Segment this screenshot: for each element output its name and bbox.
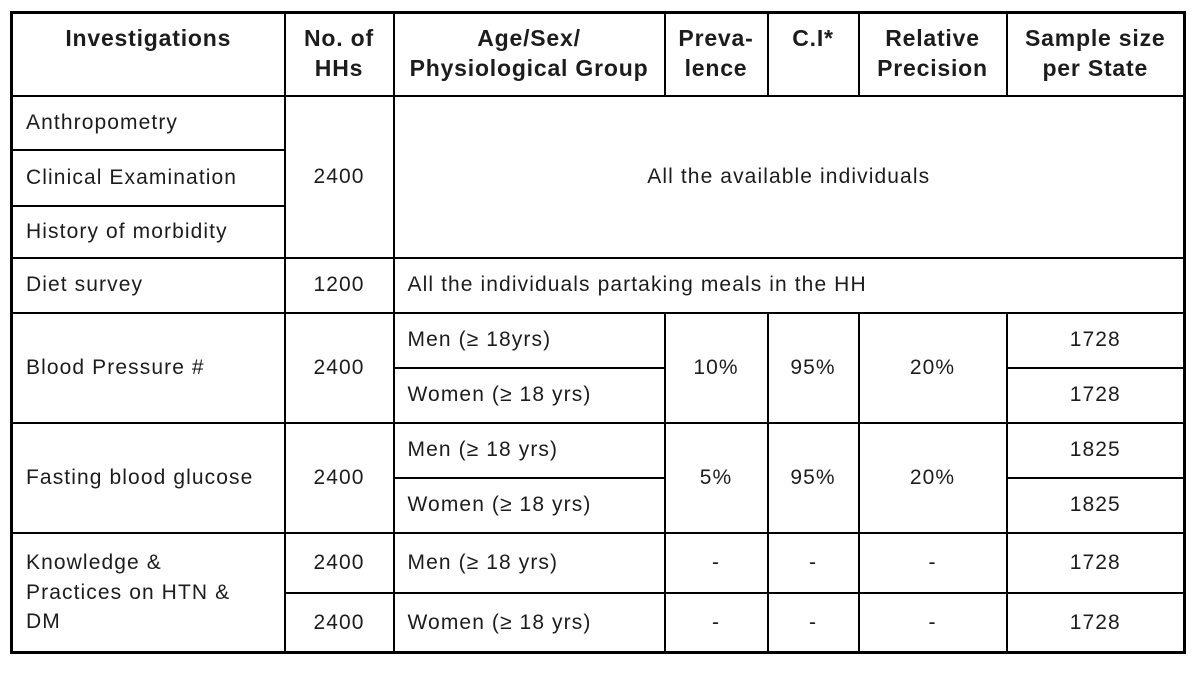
cell-sample-size: 1825	[1005, 421, 1186, 479]
cell-relative-precision: 20%	[857, 311, 1008, 424]
header-no-of-hhs: No. of HHs	[283, 11, 395, 97]
cell-no-of-hhs: 2400	[283, 421, 395, 534]
header-ci: C.I*	[766, 11, 860, 97]
cell-investigation-clinical-examination: Clinical Examination	[10, 148, 286, 207]
cell-relative-precision: 20%	[857, 421, 1008, 534]
cell-relative-precision: -	[857, 591, 1008, 654]
table-row: Women (≥ 18 yrs) 1728	[12, 366, 1186, 424]
table-header: Investigations No. of HHs Age/Sex/ Physi…	[10, 11, 1186, 97]
cell-group-men: Men (≥ 18 yrs)	[392, 421, 666, 479]
table-row: History of morbidity	[10, 204, 1185, 259]
header-prevalence: Preva- lence	[663, 11, 769, 97]
cell-ci: 95%	[766, 311, 860, 424]
table-row: Women (≥ 18 yrs) 1825	[12, 476, 1186, 534]
cell-investigation-diet-survey: Diet survey	[10, 256, 286, 314]
cell-no-of-hhs: 2400	[283, 591, 395, 654]
table-row: Fasting blood glucose 2400 Men (≥ 18 yrs…	[10, 421, 1186, 534]
sample-size-table: Investigations No. of HHs Age/Sex/ Physi…	[10, 11, 1186, 654]
cell-group-men: Men (≥ 18 yrs)	[392, 531, 666, 594]
cell-investigation-history-of-morbidity: History of morbidity	[10, 204, 286, 259]
cell-relative-precision: -	[857, 531, 1008, 594]
cell-prevalence: 5%	[663, 421, 769, 534]
table-row: Diet survey 1200 All the individuals par…	[10, 256, 1186, 314]
cell-ci: -	[766, 531, 860, 594]
cell-investigation-blood-pressure: Blood Pressure #	[10, 311, 286, 424]
cell-investigation-knowledge-practices: Knowledge & Practices on HTN & DM	[10, 531, 286, 654]
header-age-sex-group: Age/Sex/ Physiological Group	[392, 11, 666, 97]
table-row: Anthropometry 2400 All the available ind…	[10, 94, 1186, 259]
cell-sample-size: 1728	[1005, 591, 1186, 654]
cell-merged-note-all-available: All the available individuals	[392, 94, 1186, 259]
cell-no-of-hhs: 1200	[283, 256, 395, 314]
cell-prevalence: -	[663, 531, 769, 594]
cell-no-of-hhs: 2400	[283, 94, 395, 259]
cell-prevalence: -	[663, 591, 769, 654]
table-row: Clinical Examination	[10, 148, 1185, 207]
cell-group-women: Women (≥ 18 yrs)	[392, 591, 666, 654]
cell-group-women: Women (≥ 18 yrs)	[392, 366, 666, 424]
table-row: 2400 Women (≥ 18 yrs) - - - 1728	[12, 591, 1186, 654]
cell-investigation-anthropometry: Anthropometry	[10, 94, 286, 151]
table-row: Blood Pressure # 2400 Men (≥ 18yrs) 10% …	[10, 311, 1186, 424]
cell-group-men: Men (≥ 18yrs)	[392, 311, 666, 369]
cell-sample-size: 1728	[1005, 531, 1186, 594]
header-investigations: Investigations	[10, 11, 286, 97]
cell-no-of-hhs: 2400	[283, 311, 395, 424]
cell-sample-size: 1825	[1005, 476, 1186, 534]
header-row: Investigations No. of HHs Age/Sex/ Physi…	[10, 11, 1186, 97]
cell-investigation-fasting-blood-glucose: Fasting blood glucose	[10, 421, 286, 534]
cell-sample-size: 1728	[1005, 311, 1186, 369]
cell-ci: -	[766, 591, 860, 654]
cell-group-women: Women (≥ 18 yrs)	[392, 476, 666, 534]
cell-merged-note-partaking-meals: All the individuals partaking meals in t…	[392, 256, 1186, 314]
table-row: Knowledge & Practices on HTN & DM 2400 M…	[10, 531, 1186, 654]
cell-prevalence: 10%	[663, 311, 769, 424]
cell-no-of-hhs: 2400	[283, 531, 395, 594]
cell-ci: 95%	[766, 421, 860, 534]
header-relative-precision: Relative Precision	[857, 11, 1008, 97]
cell-sample-size: 1728	[1005, 366, 1186, 424]
header-sample-size-per-state: Sample size per State	[1005, 11, 1186, 97]
